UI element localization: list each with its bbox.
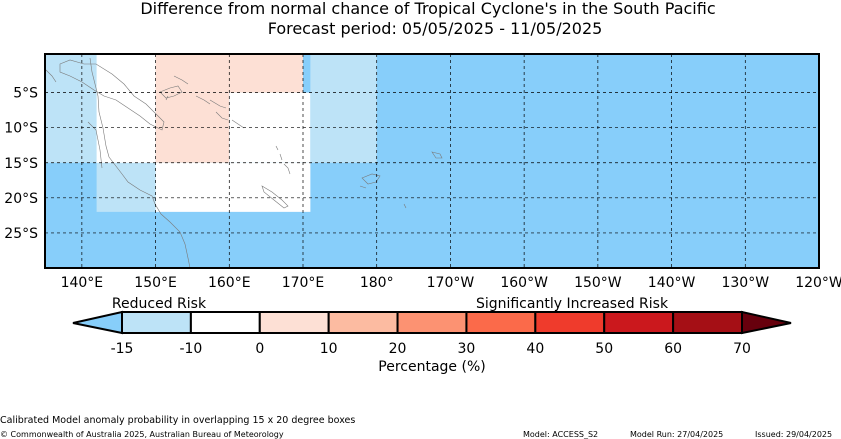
lon-tick-label: 170°W <box>427 275 475 291</box>
lon-tick-label: 130°W <box>721 275 769 291</box>
lon-tick-label: 120°W <box>795 275 841 291</box>
colorbar-segment <box>603 311 675 334</box>
colorbar-segments <box>121 311 743 334</box>
colorbar-tick-label: 40 <box>526 341 544 357</box>
lon-tick-label: 140°E <box>61 275 104 291</box>
latitude-ticks: 5°S 10°S 15°S 20°S 25°S <box>4 86 38 242</box>
reduced-risk-label: Reduced Risk <box>112 296 207 312</box>
lat-tick-label: 20°S <box>4 191 38 207</box>
colorbar-tick-label: 0 <box>255 341 264 357</box>
lat-tick-label: 25°S <box>4 226 38 242</box>
footer-note: Calibrated Model anomaly probability in … <box>0 415 355 426</box>
lon-tick-label: 160°E <box>208 275 251 291</box>
lat-tick-label: 10°S <box>4 121 38 137</box>
risk-cell <box>155 162 311 212</box>
lon-tick-label: 160°W <box>500 275 548 291</box>
chart-title: Difference from normal chance of Tropica… <box>140 0 715 18</box>
colorbar-segment <box>258 311 330 334</box>
colorbar-under-arrow <box>72 310 123 335</box>
colorbar-tick-label: -15 <box>111 341 134 357</box>
colorbar-segment <box>327 311 399 334</box>
lon-tick-label: 140°W <box>648 275 696 291</box>
colorbar-tick-label: -10 <box>179 341 202 357</box>
gridlines <box>45 54 819 268</box>
colorbar-segment <box>465 311 537 334</box>
longitude-ticks: 140°E 150°E 160°E 170°E 180° 170°W 160°W 150°W 1… <box>61 275 841 291</box>
footer-model-run: Model Run: 27/04/2025 <box>630 430 723 439</box>
lat-tick-label: 5°S <box>13 86 38 102</box>
colorbar-segment <box>396 311 468 334</box>
map-frame <box>44 53 820 269</box>
lat-tick-label: 15°S <box>4 156 38 172</box>
colorbar-over-arrow <box>741 310 792 335</box>
colorbar: Reduced Risk Significantly Increased Ris… <box>72 296 792 375</box>
coastlines <box>45 57 443 269</box>
footer-model: Model: ACCESS_S2 <box>523 430 598 439</box>
colorbar-tick-label: 60 <box>664 341 682 357</box>
footer-copyright: © Commonwealth of Australia 2025, Austra… <box>0 430 284 439</box>
colorbar-tick-label: 70 <box>733 341 751 357</box>
map-plot-area: 140°E 150°E 160°E 170°E 180° 170°W 160°W 150°W 1… <box>4 53 841 291</box>
colorbar-tick-label: 10 <box>320 341 338 357</box>
lon-tick-label: 150°W <box>574 275 622 291</box>
colorbar-axis-label: Percentage (%) <box>378 359 485 375</box>
lon-tick-label: 150°E <box>134 275 177 291</box>
risk-cell <box>310 54 377 163</box>
colorbar-tick-label: 20 <box>389 341 407 357</box>
chart-subtitle: Forecast period: 05/05/2025 - 11/05/2025 <box>268 19 603 38</box>
colorbar-segment <box>189 311 261 334</box>
lon-tick-label: 170°E <box>282 275 325 291</box>
colorbar-ticks: -15 -10 0 10 20 30 40 50 60 70 <box>111 341 751 357</box>
footer-issued: Issued: 29/04/2025 <box>755 430 832 439</box>
colorbar-segment <box>121 311 192 334</box>
colorbar-segment <box>534 311 606 334</box>
risk-cells <box>45 54 819 268</box>
colorbar-tick-label: 30 <box>458 341 476 357</box>
colorbar-tick-label: 50 <box>595 341 613 357</box>
lon-tick-label: 180° <box>360 275 394 291</box>
increased-risk-label: Significantly Increased Risk <box>476 296 669 312</box>
risk-cell <box>45 54 97 163</box>
colorbar-segment <box>672 311 743 334</box>
risk-cell <box>96 54 156 163</box>
